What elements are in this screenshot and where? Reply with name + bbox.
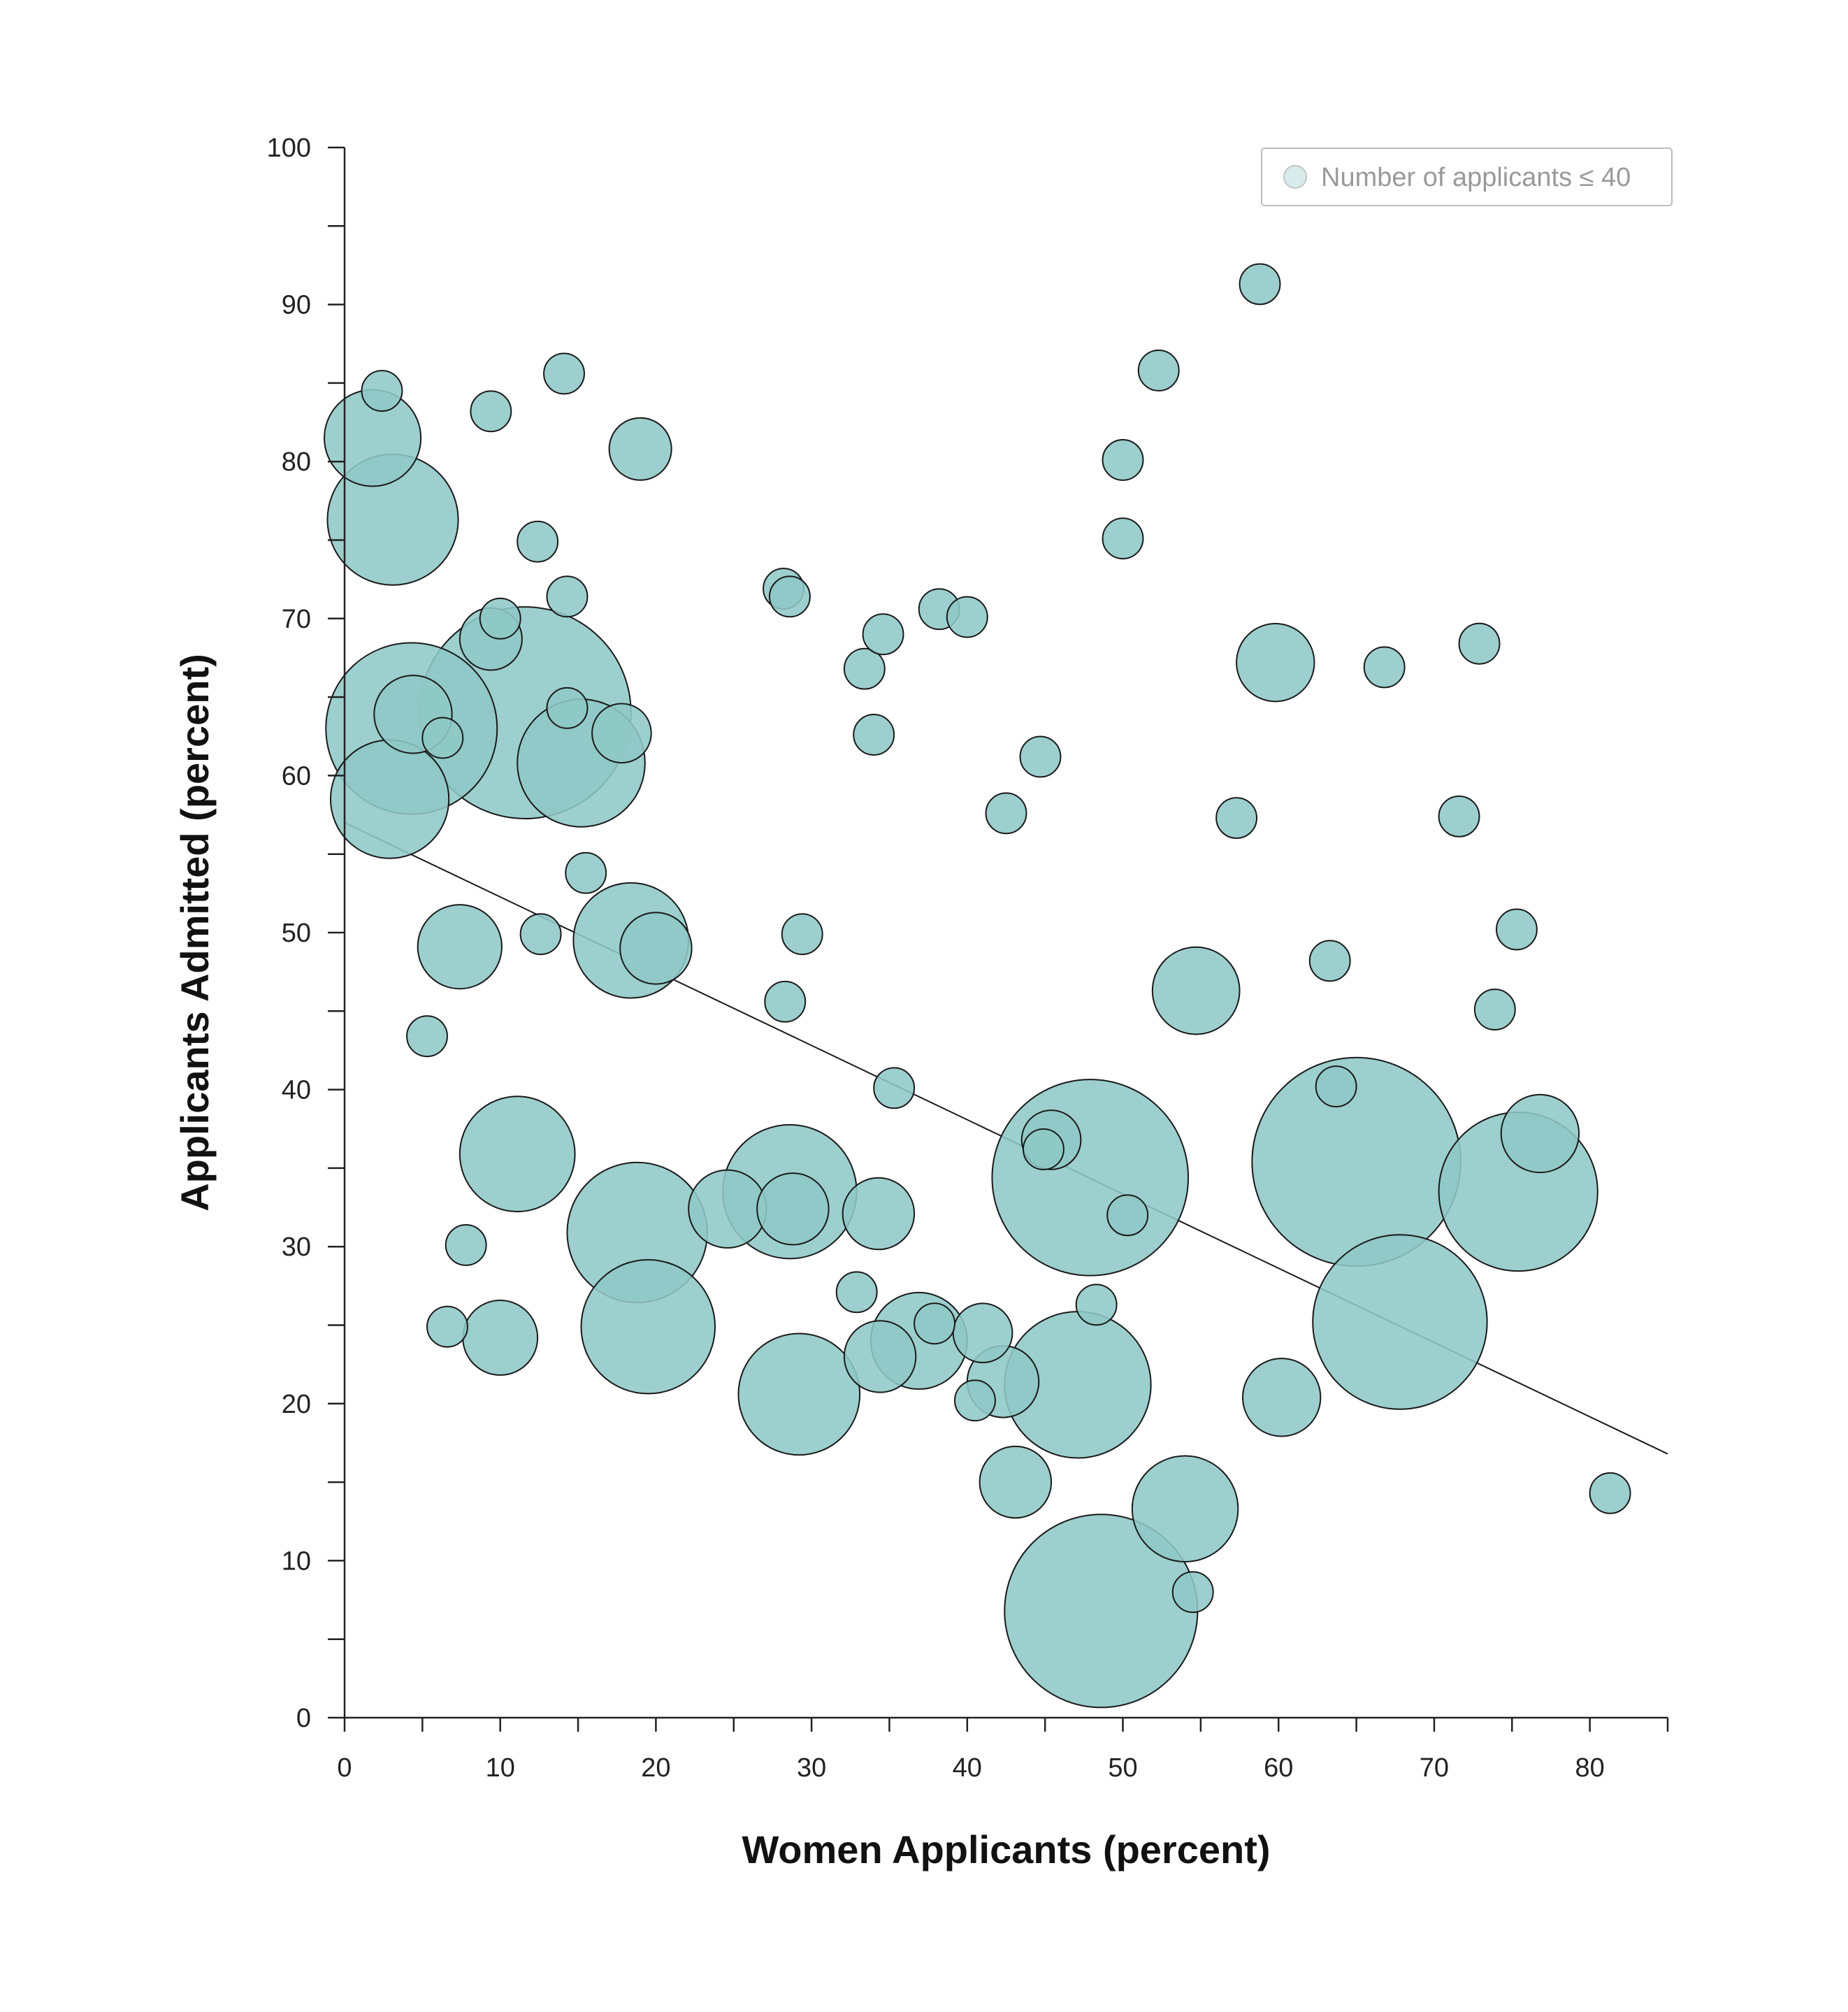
bubble-point <box>764 980 807 1023</box>
bubble-point <box>608 417 672 481</box>
x-tick-label: 20 <box>641 1753 670 1783</box>
bubble-point <box>1022 1128 1064 1170</box>
x-axis-title: Women Applicants (percent) <box>742 1827 1270 1871</box>
bubble-point <box>1239 263 1281 306</box>
y-tick-label: 60 <box>282 761 311 791</box>
bubble-point <box>445 1224 487 1266</box>
bubble-point <box>470 390 512 433</box>
x-tick-label: 60 <box>1264 1753 1293 1783</box>
bubble-point <box>688 1169 767 1249</box>
bubble-point <box>580 1258 716 1395</box>
bubble-point <box>1131 1455 1239 1563</box>
bubble-point <box>591 703 652 764</box>
bubble-point <box>426 1305 468 1348</box>
bubble-point <box>873 1067 916 1109</box>
bubble-point <box>459 1095 576 1213</box>
x-tick-label: 50 <box>1108 1753 1137 1783</box>
bubble-point <box>1242 1358 1322 1437</box>
bubble-point <box>1496 908 1538 951</box>
bubble-point <box>1363 646 1406 689</box>
bubble-point <box>1137 349 1180 391</box>
bubble-point <box>421 717 464 759</box>
bubble-point <box>853 714 895 756</box>
legend: Number of applicants ≤ 40 <box>1261 148 1673 206</box>
bubble-layer <box>324 263 1631 1709</box>
y-tick-label: 70 <box>282 605 311 634</box>
y-tick-label: 10 <box>282 1546 311 1576</box>
bubble-point <box>1102 517 1144 560</box>
bubble-point <box>1171 1571 1214 1614</box>
y-axis-title: Applicants Admitted (percent) <box>173 654 217 1212</box>
bubble-point <box>946 596 988 638</box>
bubble-point <box>462 1300 539 1376</box>
bubble-point <box>979 1445 1053 1519</box>
bubble-point <box>1102 439 1144 481</box>
x-tick-label: 0 <box>337 1753 352 1783</box>
y-tick-label: 90 <box>282 291 311 320</box>
legend-box <box>1261 148 1673 206</box>
bubble-point <box>361 370 403 412</box>
bubble-point <box>756 1172 830 1246</box>
bubble-point <box>543 352 585 395</box>
bubble-point <box>406 1015 448 1058</box>
bubble-point <box>1315 1065 1357 1108</box>
bubble-point <box>952 1302 1013 1364</box>
y-tick-label: 100 <box>267 134 311 163</box>
bubble-point <box>842 1177 916 1251</box>
bubble-point <box>985 792 1027 835</box>
bubble-point <box>1075 1284 1118 1326</box>
x-tick-label: 10 <box>486 1753 515 1783</box>
x-tick-label: 30 <box>797 1753 826 1783</box>
bubble-point <box>1312 1234 1488 1410</box>
bubble-point <box>417 904 503 990</box>
bubble-point <box>1236 623 1315 703</box>
bubble-point <box>1106 1194 1149 1237</box>
bubble-point <box>843 1320 917 1393</box>
bubble-point <box>1151 946 1241 1035</box>
y-axis-ticks: 0 10 20 30 40 50 60 70 80 90 100 <box>267 134 345 1733</box>
bubble-point <box>1473 989 1516 1031</box>
legend-swatch <box>1283 165 1307 189</box>
y-tick-label: 20 <box>282 1390 311 1419</box>
bubble-point <box>479 597 521 640</box>
y-tick-label: 80 <box>282 447 311 477</box>
bubble-point <box>519 913 562 956</box>
bubble-point <box>835 1271 878 1314</box>
y-tick-label: 30 <box>282 1233 311 1262</box>
bubble-point <box>546 575 589 618</box>
bubble-point <box>781 913 823 956</box>
bubble-point <box>1438 795 1480 838</box>
bubble-point <box>768 575 811 618</box>
bubble-point <box>737 1332 861 1456</box>
bubble-point <box>954 1379 996 1422</box>
legend-label: Number of applicants ≤ 40 <box>1321 163 1631 192</box>
bubble-point <box>991 1079 1190 1277</box>
bubble-point <box>329 739 450 859</box>
y-tick-label: 50 <box>282 919 311 948</box>
bubble-point <box>1589 1472 1631 1514</box>
bubble-point <box>914 1302 956 1345</box>
bubble-point <box>843 647 886 690</box>
x-tick-label: 40 <box>953 1753 982 1783</box>
bubble-point <box>546 687 589 729</box>
x-tick-label: 70 <box>1420 1753 1449 1783</box>
bubble-point <box>1458 622 1501 665</box>
bubble-point <box>517 520 559 563</box>
x-axis-ticks: 0 10 20 30 40 50 60 70 80 <box>337 1718 1669 1783</box>
y-tick-label: 40 <box>282 1076 311 1105</box>
bubble-point <box>565 851 607 894</box>
bubble-point <box>619 912 693 985</box>
bubble-point <box>1308 940 1351 982</box>
bubble-point <box>1019 735 1062 778</box>
x-tick-label: 80 <box>1575 1753 1605 1783</box>
y-tick-label: 0 <box>296 1704 311 1733</box>
bubble-point <box>862 613 904 656</box>
bubble-point <box>1500 1093 1580 1174</box>
bubble-point <box>1215 797 1258 839</box>
